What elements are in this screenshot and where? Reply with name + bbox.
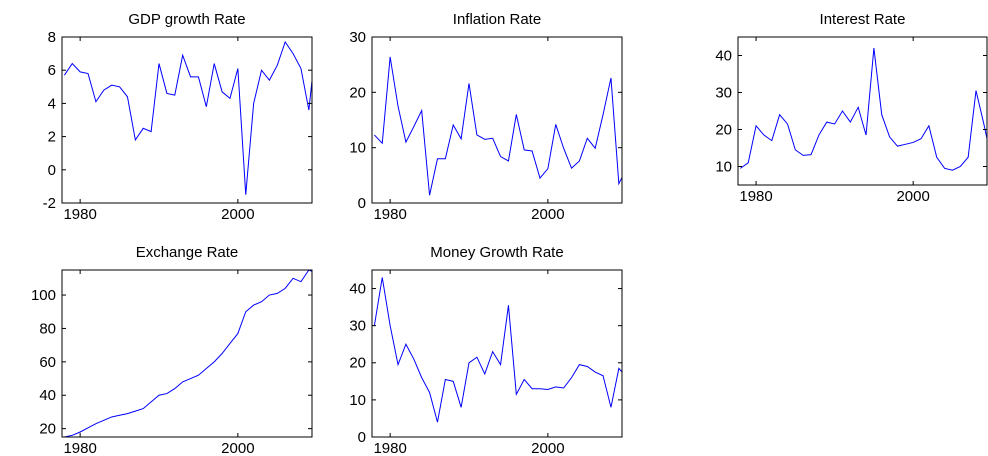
- x-tick-label: 2000: [221, 206, 254, 223]
- axes-box: [371, 269, 623, 438]
- subplot-title: GDP growth Rate: [128, 11, 245, 28]
- y-tick-label: 20: [349, 84, 366, 101]
- subplot: Exchange Rate 20 40 60 80 100 1980 2000: [31, 244, 313, 456]
- subplot-title: Exchange Rate: [136, 244, 239, 261]
- y-tick-label: 10: [349, 140, 366, 157]
- y-tick-label: 2: [48, 129, 56, 146]
- y-tick-label: 30: [715, 84, 732, 101]
- x-tick-label: 2000: [531, 206, 564, 223]
- subplot-title: Money Growth Rate: [430, 244, 563, 261]
- y-tick-label: 10: [715, 158, 732, 175]
- y-tick-label: 10: [349, 392, 366, 409]
- data-line: [64, 270, 312, 437]
- x-tick-label: 1980: [63, 206, 96, 223]
- data-line: [374, 56, 622, 196]
- x-tick-label: 2000: [221, 440, 254, 456]
- y-tick-label: 20: [39, 421, 56, 438]
- subplot-title: Inflation Rate: [453, 11, 541, 28]
- y-tick-label: 80: [39, 320, 56, 337]
- x-tick-label: 1980: [63, 440, 96, 456]
- axes-box: [61, 36, 313, 204]
- subplot-title: Interest Rate: [820, 11, 906, 28]
- y-tick-label: 40: [39, 387, 56, 404]
- y-tick-label: 0: [358, 429, 366, 446]
- data-line: [63, 40, 312, 195]
- subplot: Inflation Rate 0 10 20 30 1980 2000: [349, 11, 623, 223]
- y-tick-label: 40: [349, 281, 366, 298]
- y-tick-label: 20: [715, 121, 732, 138]
- x-tick-label: 2000: [896, 188, 929, 205]
- y-tick-label: -2: [43, 195, 56, 212]
- y-tick-label: 30: [349, 29, 366, 46]
- y-tick-label: 0: [48, 162, 56, 179]
- y-tick-label: 20: [349, 355, 366, 372]
- y-tick-label: 100: [31, 287, 56, 304]
- axes-box: [737, 36, 988, 186]
- y-tick-label: 60: [39, 354, 56, 371]
- data-line: [373, 277, 622, 423]
- y-tick-label: 6: [48, 62, 56, 79]
- y-tick-label: 40: [715, 47, 732, 64]
- y-tick-label: 0: [358, 195, 366, 212]
- data-line: [740, 48, 987, 171]
- y-tick-label: 8: [48, 29, 56, 46]
- subplot: Money Growth Rate 0 10 20 30 40 1980 2000: [349, 244, 623, 456]
- x-tick-label: 1980: [373, 206, 406, 223]
- x-tick-label: 1980: [739, 188, 772, 205]
- y-tick-label: 4: [48, 95, 56, 112]
- subplot: Interest Rate 10 20 30 40 1980 2000: [715, 11, 988, 205]
- axes-box: [371, 36, 623, 204]
- subplot: GDP growth Rate -2 0 2 4 6 8 1980 2000: [43, 11, 313, 223]
- x-tick-label: 1980: [373, 440, 406, 456]
- x-tick-label: 2000: [531, 440, 564, 456]
- axes-box: [61, 269, 313, 438]
- y-tick-label: 30: [349, 318, 366, 335]
